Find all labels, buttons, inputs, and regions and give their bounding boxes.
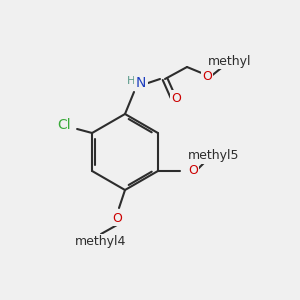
Text: O: O: [112, 212, 122, 224]
Text: methyl4: methyl4: [75, 236, 127, 248]
Text: H: H: [127, 76, 135, 86]
Text: O: O: [188, 164, 198, 178]
Text: O: O: [112, 212, 122, 224]
Text: methyl5: methyl5: [188, 149, 240, 163]
Text: methyl4: methyl4: [75, 236, 127, 248]
Text: Cl: Cl: [57, 118, 71, 132]
Text: methyl5: methyl5: [188, 149, 240, 163]
Text: methyl: methyl: [208, 55, 252, 68]
Text: N: N: [136, 76, 146, 90]
Text: O: O: [171, 92, 181, 104]
Text: O: O: [202, 70, 212, 83]
Text: O: O: [188, 164, 198, 178]
